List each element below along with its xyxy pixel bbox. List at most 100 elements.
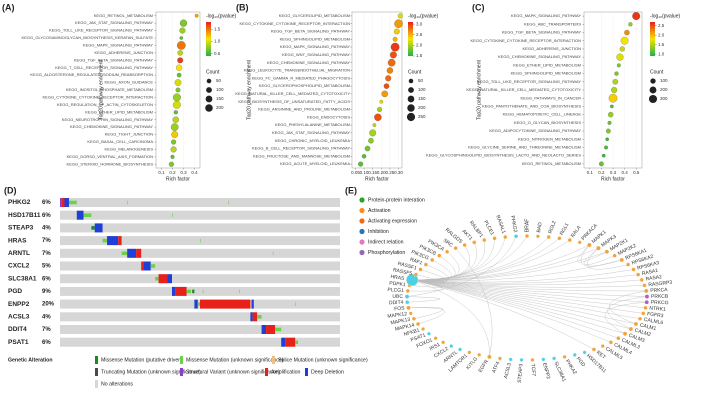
node-label: ATF4 <box>491 361 501 374</box>
size-key-label: 300 <box>660 96 668 101</box>
node-label: PLCG1 <box>387 287 404 294</box>
alteration <box>197 302 200 306</box>
alteration <box>192 289 195 294</box>
x-tick-label: 0.5 <box>633 170 640 175</box>
node <box>626 262 631 267</box>
alteration <box>64 198 69 207</box>
x-axis-label: Rich factor <box>601 176 625 182</box>
y-tick-label: KEGG_TGF_BETA_SIGNALING_PATHWAY <box>271 29 350 34</box>
legend-label: Activating expression <box>368 218 417 224</box>
y-tick-label: KEGG_B_CELL_RECEPTOR_SIGNALING_PATHWAY <box>252 146 350 151</box>
node <box>411 316 416 321</box>
alteration <box>144 261 151 271</box>
node-label: SRC <box>442 238 454 249</box>
node <box>519 357 524 362</box>
size-key-label: 100 <box>660 78 668 83</box>
edge <box>412 269 447 283</box>
dot <box>374 113 382 121</box>
dot <box>620 36 629 45</box>
percent-label: 6% <box>42 340 51 346</box>
node <box>430 257 435 263</box>
node-label: PRKCG <box>651 300 669 307</box>
size-key-label: 50 <box>216 78 222 83</box>
edge <box>607 296 647 330</box>
node <box>405 288 410 294</box>
alteration <box>60 198 62 207</box>
dot <box>194 13 199 18</box>
y-tick-label: KEGG_REGULATION_OF_ACTIN_CYTOSKELETON <box>57 102 153 107</box>
alteration <box>266 325 276 334</box>
dot <box>606 128 611 134</box>
color-tick-label: 3.0 <box>416 21 423 26</box>
dot <box>390 42 400 52</box>
node <box>546 234 551 240</box>
edge <box>412 279 490 357</box>
dot <box>610 104 614 109</box>
node <box>458 347 462 352</box>
color-tick-label: 2.5 <box>658 23 665 28</box>
node-label: BRAF <box>524 219 530 232</box>
y-tick-label: KEGG_CHEMOKINE_SIGNALING_PATHWAY <box>70 124 153 129</box>
alteration <box>102 238 108 243</box>
size-legend-title: Count <box>650 69 664 75</box>
size-key <box>407 95 415 103</box>
edge <box>609 290 647 325</box>
size-key-label: 200 <box>216 105 224 110</box>
color-tick-label: 1.5 <box>214 26 221 31</box>
dot <box>176 72 182 78</box>
legend-swatch <box>95 356 98 364</box>
alteration <box>202 289 204 294</box>
node-label: PRKCB <box>651 294 669 300</box>
node-label: CALM1 <box>639 322 657 332</box>
node <box>628 326 634 332</box>
alteration <box>275 327 282 332</box>
edge <box>455 248 493 357</box>
edge <box>604 302 647 334</box>
node-label: RPS6KA3 <box>637 260 661 272</box>
y-tick-label: KEGG_RETINOL_METABOLISM <box>94 13 153 18</box>
node <box>524 233 530 239</box>
legend-label: Inhibition <box>368 229 389 235</box>
percent-label: 6% <box>42 200 51 206</box>
node <box>633 321 639 327</box>
y-tick-label: KEGG_ALDOSTERONE_REGULATED_SODIUM_REABSO… <box>30 72 153 77</box>
node <box>619 257 624 263</box>
y-tick-label: KEGG_ETHER_LIPID_METABOLISM <box>513 62 581 67</box>
y-axis-label: Top20 pathway enrichment <box>98 60 104 120</box>
node-label: MAPK12 <box>387 311 408 320</box>
node-label: PRKCA <box>650 287 668 294</box>
dot <box>601 153 606 158</box>
alteration <box>194 299 198 309</box>
dot <box>383 83 390 89</box>
size-key <box>406 112 416 122</box>
color-bar <box>206 22 211 56</box>
node-label: RASA1 <box>641 268 658 277</box>
edge <box>412 255 456 281</box>
edge <box>412 274 446 284</box>
gene-label: DDIT4 <box>8 326 27 333</box>
alteration <box>136 248 142 258</box>
dot <box>177 50 183 56</box>
alteration <box>118 236 122 246</box>
node-label: CALM3 <box>628 333 646 344</box>
legend-label: Amplification <box>271 369 301 375</box>
size-key <box>407 104 415 112</box>
legend-dot <box>359 197 365 203</box>
alteration <box>295 302 296 306</box>
x-tick-label: 0.1 <box>587 170 594 175</box>
dot <box>628 22 633 27</box>
node <box>530 357 535 362</box>
y-tick-label: KEGG_ADHERENS_JUNCTION <box>523 46 582 51</box>
y-tick-label: KEGG_CYTOKINE_CYTOKINE_RECEPTOR_INTERACT… <box>43 94 154 99</box>
y-tick-label: KEGG_TOLL_LIKE_RECEPTOR_SIGNALING_PATHWA… <box>49 28 153 33</box>
node-label: NTRK1 <box>649 306 666 313</box>
node-label: PHKG2 <box>509 215 518 233</box>
y-tick-label: KEGG_ACUTE_MYELOID_LEUKEMIA <box>280 161 350 166</box>
percent-label: 7% <box>42 238 51 244</box>
y-tick-label: KEGG_MELANOGENESIS <box>105 146 154 151</box>
alteration <box>200 299 251 309</box>
size-key-label: 100 <box>216 87 224 92</box>
edge <box>412 279 619 339</box>
legend-label: Indirect relation <box>368 239 404 245</box>
color-legend-title: -log₁₀(pvalue) <box>206 13 236 19</box>
